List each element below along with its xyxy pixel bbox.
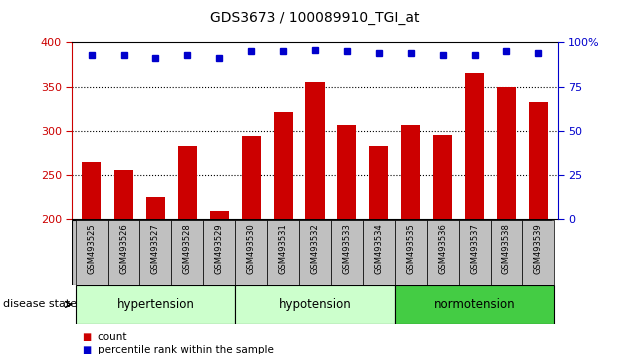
Text: GSM493529: GSM493529 (215, 223, 224, 274)
Bar (139, 220, 171, 285)
Text: GSM493533: GSM493533 (343, 223, 352, 274)
Bar (491, 220, 522, 285)
Bar (363, 220, 395, 285)
Bar (331, 220, 363, 285)
Text: ■: ■ (82, 345, 91, 354)
Bar (395, 220, 427, 285)
Bar (203, 220, 235, 285)
Bar (178, 146, 197, 354)
Text: GSM493535: GSM493535 (406, 223, 415, 274)
Text: GSM493538: GSM493538 (502, 223, 511, 274)
Bar (401, 125, 420, 354)
Bar (241, 136, 261, 354)
Text: GSM493539: GSM493539 (534, 223, 543, 274)
Text: count: count (98, 332, 127, 342)
Bar (459, 220, 491, 285)
Text: GSM493525: GSM493525 (87, 223, 96, 274)
Bar (395, 285, 554, 324)
Text: GSM493526: GSM493526 (119, 223, 128, 274)
Text: GSM493537: GSM493537 (470, 223, 479, 274)
Bar (82, 162, 101, 354)
Bar (497, 87, 516, 354)
Bar (114, 170, 133, 354)
Bar (171, 220, 203, 285)
Bar (529, 102, 548, 354)
Bar (337, 125, 357, 354)
Bar (427, 220, 459, 285)
Bar (210, 211, 229, 354)
Bar (76, 285, 235, 324)
Text: GSM493530: GSM493530 (247, 223, 256, 274)
Bar (299, 220, 331, 285)
Text: hypotension: hypotension (278, 298, 352, 311)
Bar (522, 220, 554, 285)
Bar (273, 112, 293, 354)
Text: GSM493532: GSM493532 (311, 223, 319, 274)
Text: disease state: disease state (3, 299, 77, 309)
Text: GDS3673 / 100089910_TGI_at: GDS3673 / 100089910_TGI_at (210, 11, 420, 25)
Bar (108, 220, 139, 285)
Text: normotension: normotension (434, 298, 515, 311)
Text: percentile rank within the sample: percentile rank within the sample (98, 345, 273, 354)
Text: GSM493536: GSM493536 (438, 223, 447, 274)
Text: GSM493534: GSM493534 (374, 223, 383, 274)
Bar (306, 82, 324, 354)
Bar (433, 135, 452, 354)
Bar (76, 220, 108, 285)
Text: GSM493528: GSM493528 (183, 223, 192, 274)
Bar (267, 220, 299, 285)
Text: GSM493527: GSM493527 (151, 223, 160, 274)
Bar (369, 146, 389, 354)
Text: hypertension: hypertension (117, 298, 195, 311)
Bar (235, 285, 395, 324)
Text: GSM493531: GSM493531 (278, 223, 287, 274)
Bar (235, 220, 267, 285)
Bar (465, 73, 484, 354)
Bar (146, 198, 165, 354)
Text: ■: ■ (82, 332, 91, 342)
